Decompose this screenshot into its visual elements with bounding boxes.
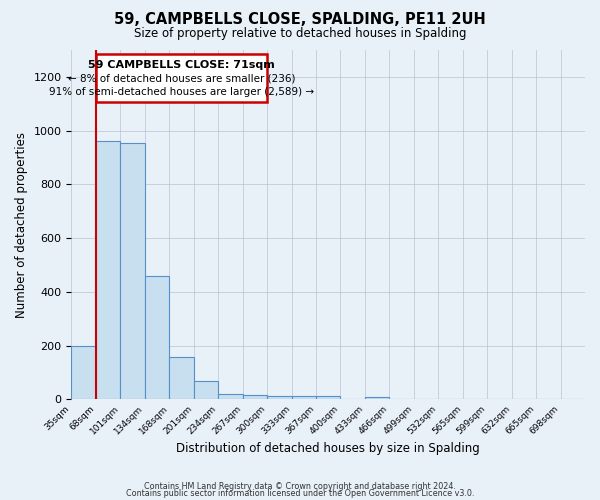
Bar (242, 396, 267, 400)
Bar (169, 357, 194, 400)
Text: Contains HM Land Registry data © Crown copyright and database right 2024.: Contains HM Land Registry data © Crown c… (144, 482, 456, 491)
Text: 91% of semi-detached houses are larger (2,589) →: 91% of semi-detached houses are larger (… (49, 87, 314, 97)
Bar (121, 143, 145, 400)
Bar (71, 346, 96, 400)
Text: 59 CAMPBELLS CLOSE: 71sqm: 59 CAMPBELLS CLOSE: 71sqm (88, 60, 275, 70)
Text: Size of property relative to detached houses in Spalding: Size of property relative to detached ho… (134, 28, 466, 40)
Bar (218, 394, 242, 400)
Text: Contains public sector information licensed under the Open Government Licence v3: Contains public sector information licen… (126, 489, 474, 498)
X-axis label: Distribution of detached houses by size in Spalding: Distribution of detached houses by size … (176, 442, 480, 455)
Bar (292, 396, 316, 400)
Bar (365, 397, 389, 400)
Bar (145, 276, 169, 400)
FancyBboxPatch shape (96, 54, 267, 102)
Y-axis label: Number of detached properties: Number of detached properties (15, 132, 28, 318)
Bar (96, 142, 121, 400)
Bar (267, 396, 292, 400)
Text: ← 8% of detached houses are smaller (236): ← 8% of detached houses are smaller (236… (68, 73, 295, 83)
Bar (316, 396, 340, 400)
Bar (194, 380, 218, 400)
Text: 59, CAMPBELLS CLOSE, SPALDING, PE11 2UH: 59, CAMPBELLS CLOSE, SPALDING, PE11 2UH (114, 12, 486, 28)
